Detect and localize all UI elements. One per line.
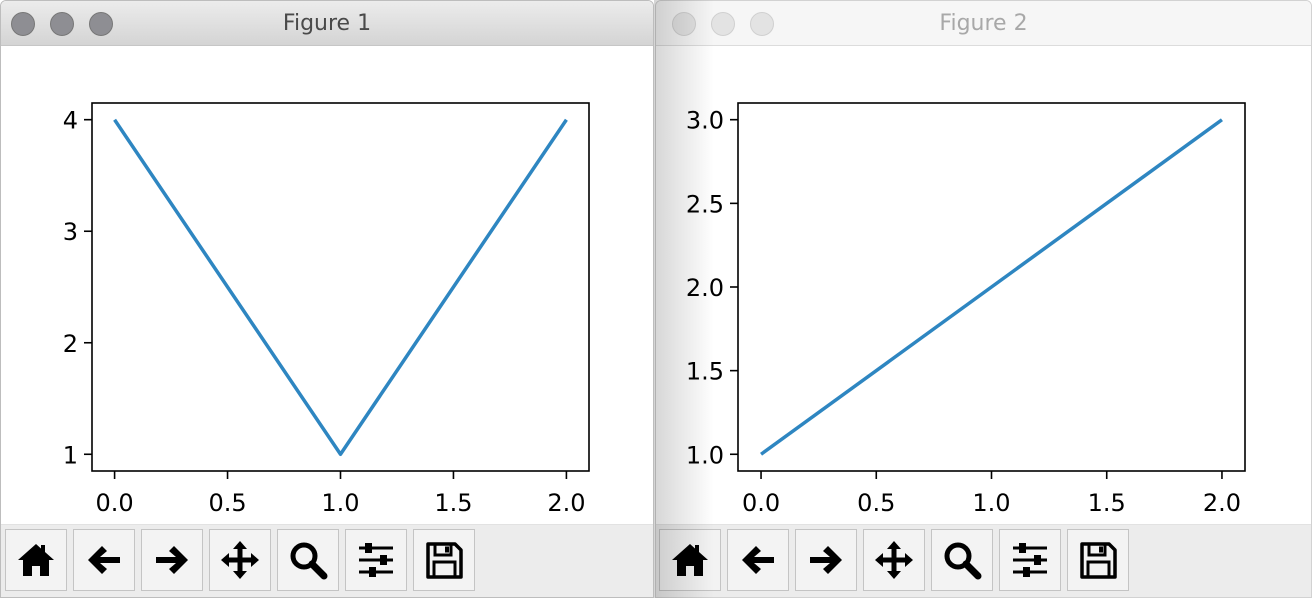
zoom-button[interactable] <box>277 529 339 591</box>
sliders-icon <box>359 543 393 577</box>
magnifier-icon <box>290 542 328 580</box>
zoom-window-button[interactable] <box>750 12 774 36</box>
y-tick-label: 3 <box>63 218 78 246</box>
floppy-disk-icon <box>1080 542 1117 579</box>
home-button[interactable] <box>659 529 721 591</box>
home-button[interactable] <box>5 529 67 591</box>
window-titlebar[interactable]: Figure 1 <box>1 1 653 46</box>
forward-button[interactable] <box>795 529 857 591</box>
x-tick-label: 1.0 <box>321 489 359 517</box>
x-tick-label: 2.0 <box>1203 489 1241 517</box>
x-tick-label: 0.5 <box>208 489 246 517</box>
y-tick-label: 2 <box>63 330 78 358</box>
magnifier-icon <box>944 542 982 580</box>
navigation-toolbar <box>656 524 1311 597</box>
series-line-0 <box>760 118 1223 456</box>
y-tick-label: 4 <box>63 107 78 135</box>
arrow-left-icon <box>88 546 120 574</box>
figure-1-window[interactable]: Figure 1 0.0 0.5 1.0 1.5 2.0 1 2 3 4 <box>0 0 654 598</box>
window-titlebar[interactable]: Figure 2 <box>656 1 1311 46</box>
pan-button[interactable] <box>209 529 271 591</box>
x-tick-label: 0.5 <box>857 489 895 517</box>
x-tick-label: 2.0 <box>547 489 585 517</box>
y-tick-label: 1.0 <box>686 441 724 469</box>
series-line-0 <box>113 118 568 457</box>
y-tick-label: 1 <box>63 441 78 469</box>
minimize-window-button[interactable] <box>50 12 74 36</box>
save-button[interactable] <box>413 529 475 591</box>
home-icon <box>18 544 54 576</box>
save-button[interactable] <box>1067 529 1129 591</box>
y-tick-label: 3.0 <box>686 107 724 135</box>
back-button[interactable] <box>727 529 789 591</box>
x-tick-label: 1.5 <box>1088 489 1126 517</box>
figure-2-window[interactable]: Figure 2 0.0 0.5 1.0 1.5 2.0 1.0 1.5 2.0 2.5 3.0 <box>655 0 1312 598</box>
close-window-button[interactable] <box>11 12 35 36</box>
x-tick-label: 1.5 <box>434 489 472 517</box>
forward-button[interactable] <box>141 529 203 591</box>
figure-2-canvas[interactable]: 0.0 0.5 1.0 1.5 2.0 1.0 1.5 2.0 2.5 3.0 <box>656 46 1311 523</box>
home-icon <box>672 544 708 576</box>
minimize-window-button[interactable] <box>711 12 735 36</box>
floppy-disk-icon <box>426 542 463 579</box>
window-title: Figure 1 <box>282 11 372 36</box>
window-title: Figure 2 <box>939 11 1028 36</box>
x-tick-label: 0.0 <box>96 489 134 517</box>
configure-subplots-button[interactable] <box>345 529 407 591</box>
zoom-window-button[interactable] <box>89 12 113 36</box>
arrow-right-icon <box>156 546 188 574</box>
pan-button[interactable] <box>863 529 925 591</box>
y-tick-label: 1.5 <box>686 358 724 386</box>
move-icon <box>875 541 913 579</box>
close-window-button[interactable] <box>672 12 696 36</box>
figure-1-canvas[interactable]: 0.0 0.5 1.0 1.5 2.0 1 2 3 4 <box>1 46 653 523</box>
x-tick-label: 0.0 <box>742 489 780 517</box>
zoom-button[interactable] <box>931 529 993 591</box>
navigation-toolbar <box>1 524 653 597</box>
sliders-icon <box>1013 543 1047 577</box>
arrow-right-icon <box>810 546 842 574</box>
y-tick-label: 2.5 <box>686 190 724 218</box>
axes-frame <box>91 102 590 472</box>
back-button[interactable] <box>73 529 135 591</box>
configure-subplots-button[interactable] <box>999 529 1061 591</box>
y-tick-label: 2.0 <box>686 274 724 302</box>
arrow-left-icon <box>742 546 774 574</box>
move-icon <box>221 541 259 579</box>
x-tick-label: 1.0 <box>972 489 1010 517</box>
